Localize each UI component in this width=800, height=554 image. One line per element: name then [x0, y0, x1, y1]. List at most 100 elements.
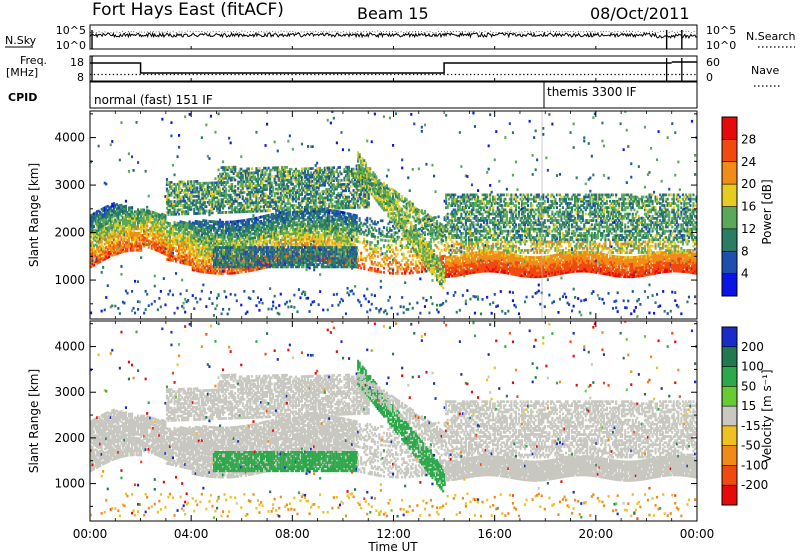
power-cell	[261, 254, 264, 258]
power-cell	[161, 221, 164, 225]
power-cell	[316, 246, 319, 249]
power-cell	[255, 201, 258, 205]
power-cell	[117, 223, 120, 227]
power-cell	[308, 177, 311, 181]
power-cell	[287, 220, 290, 224]
power-cell	[114, 304, 117, 308]
power-cell	[118, 208, 121, 212]
power-cell	[228, 246, 231, 249]
power-cell	[314, 231, 317, 234]
power-cell	[94, 260, 97, 264]
power-cell	[314, 254, 317, 258]
power-cell	[203, 201, 206, 204]
power-cell	[287, 170, 290, 173]
power-cell	[258, 169, 261, 172]
power-cell	[152, 226, 155, 229]
power-cell	[109, 210, 112, 213]
power-cell	[302, 216, 305, 220]
power-cell	[304, 197, 307, 201]
power-cell	[302, 256, 305, 260]
power-cell	[244, 242, 247, 246]
power-cell	[185, 228, 188, 231]
power-cell	[184, 189, 187, 192]
power-cell	[288, 189, 291, 193]
power-cell	[97, 209, 100, 213]
power-cell	[205, 205, 208, 209]
power-cell	[200, 188, 203, 192]
power-cell	[297, 174, 301, 177]
power-cell	[272, 256, 275, 260]
power-cell	[234, 256, 237, 260]
power-cell	[200, 248, 203, 252]
power-cell	[244, 240, 247, 243]
power-cell	[135, 210, 138, 214]
power-cell	[96, 259, 99, 263]
power-cell	[108, 206, 111, 210]
power-cell	[285, 300, 288, 304]
power-cell	[238, 204, 241, 207]
power-cell	[111, 215, 114, 219]
power-cell	[127, 232, 131, 235]
power-cell	[200, 270, 203, 273]
power-cell	[117, 213, 120, 217]
power-cell	[240, 178, 243, 182]
power-cell	[291, 226, 294, 229]
power-cell	[229, 168, 232, 171]
power-cell	[209, 258, 213, 262]
power-cell	[216, 200, 219, 204]
power-cell	[297, 261, 301, 264]
power-cell	[279, 292, 282, 296]
power-cell	[291, 259, 294, 262]
power-cell	[247, 184, 250, 188]
power-cell	[100, 246, 103, 250]
power-cell	[250, 210, 254, 213]
power-cell	[246, 201, 249, 205]
power-cell	[267, 209, 270, 213]
power-cell	[270, 223, 273, 227]
power-cell	[256, 179, 260, 183]
power-cell	[308, 228, 311, 232]
power-cell	[176, 224, 179, 227]
power-cell	[179, 237, 182, 241]
power-cell	[234, 185, 237, 188]
power-cell	[159, 214, 162, 217]
power-cell	[263, 248, 266, 252]
power-cell	[249, 297, 252, 301]
power-cell	[260, 222, 263, 225]
power-cell	[246, 261, 249, 264]
power-cell	[94, 217, 97, 221]
power-cell	[118, 219, 121, 222]
power-cell	[184, 212, 187, 216]
nave-tick-top: 60	[706, 56, 720, 69]
power-cell	[228, 259, 231, 262]
power-cell	[212, 194, 216, 198]
power-cell	[175, 249, 178, 252]
power-cell	[208, 211, 211, 215]
power-cell	[153, 226, 156, 230]
power-cell	[310, 231, 313, 234]
power-cell	[197, 222, 200, 226]
power-cell	[111, 232, 114, 236]
power-cell	[241, 261, 244, 264]
power-cell	[182, 240, 185, 244]
power-cell	[299, 208, 302, 211]
power-cell	[196, 267, 199, 271]
power-cell	[247, 259, 250, 262]
power-cell	[266, 179, 269, 183]
power-cell	[238, 261, 241, 264]
power-cell	[229, 259, 232, 262]
power-cell	[123, 205, 126, 208]
power-cell	[249, 243, 252, 247]
power-cell	[255, 223, 258, 226]
power-cell	[212, 185, 216, 189]
power-cell	[275, 204, 278, 208]
power-cell	[108, 244, 111, 248]
power-cell	[256, 188, 260, 192]
power-cell	[193, 234, 196, 238]
power-cell	[217, 202, 220, 206]
power-cell	[316, 254, 319, 258]
power-cell	[152, 221, 155, 224]
power-cell	[94, 256, 97, 260]
power-cell	[288, 187, 291, 190]
power-cell	[209, 220, 213, 223]
